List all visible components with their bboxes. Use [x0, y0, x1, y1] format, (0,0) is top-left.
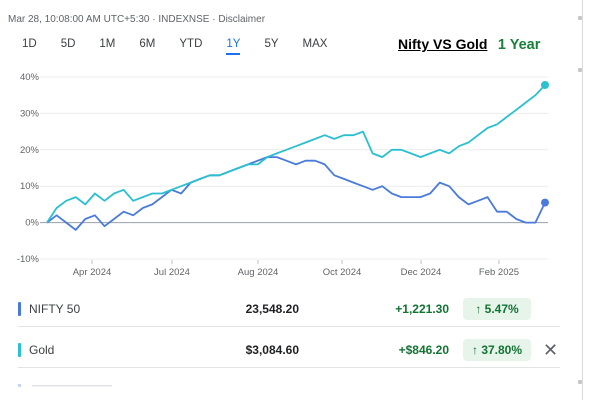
side-divider	[582, 0, 583, 400]
gold-price: $3,084.60	[245, 343, 299, 357]
y-tick-label: -10%	[17, 254, 40, 265]
tab-range-max[interactable]: MAX	[302, 38, 328, 50]
tab-range-6m[interactable]: 6M	[139, 38, 156, 50]
nifty-pct-badge: ↑ 5.47%	[463, 298, 531, 320]
y-tick-label: 20%	[20, 145, 40, 156]
tab-range-1m[interactable]: 1M	[99, 38, 116, 50]
headline-period: 1 Year	[497, 37, 541, 53]
side-marker	[578, 16, 582, 20]
y-tick-label: 40%	[20, 72, 40, 83]
nifty-pct: 5.47%	[484, 302, 519, 316]
gold-pct-badge: ↑ 37.80%	[463, 339, 531, 361]
range-tabs: 1D 5D 1M 6M YTD 1Y 5Y MAX	[22, 38, 351, 55]
headline-comparison: Nifty VS Gold	[398, 36, 488, 52]
x-tick-label: Feb 2025	[479, 267, 519, 278]
row-gold[interactable]: Gold $3,084.60 +$846.20 ↑ 37.80% ✕	[18, 333, 560, 368]
x-tick-label: Dec 2024	[401, 267, 442, 278]
chart-headline: Nifty VS Gold 1 Year	[398, 36, 540, 54]
nifty-change: +1,221.30	[395, 302, 449, 316]
y-tick-label: 10%	[20, 181, 40, 192]
comparison-chart: 40% 30% 20% 10% 0% -10% Apr 2024 Jul 2024 Aug 20…	[17, 72, 549, 278]
tab-range-1y[interactable]: 1Y	[226, 38, 241, 55]
arrow-up-icon: ↑	[475, 302, 482, 316]
side-marker	[578, 380, 582, 384]
y-tick-label: 0%	[25, 218, 39, 229]
close-icon[interactable]: ✕	[543, 340, 559, 360]
nifty-name: NIFTY 50	[29, 302, 81, 316]
series-line-nifty	[46, 156, 546, 231]
tab-range-5d[interactable]: 5D	[60, 38, 76, 50]
quote-meta: Mar 28, 10:08:00 AM UTC+5:30 · INDEXNSE …	[8, 14, 266, 25]
nifty-swatch	[18, 302, 21, 316]
series-end-point-gold	[541, 81, 549, 90]
tab-range-5y[interactable]: 5Y	[264, 38, 279, 50]
tab-range-ytd[interactable]: YTD	[179, 38, 203, 50]
x-tick-label: Apr 2024	[73, 267, 112, 278]
side-marker	[578, 68, 582, 72]
series-end-point-nifty	[541, 198, 549, 207]
x-tick-label: Oct 2024	[323, 267, 362, 278]
gold-swatch	[18, 343, 21, 357]
row-nifty[interactable]: NIFTY 50 23,548.20 +1,221.30 ↑ 5.47%	[18, 292, 560, 327]
y-tick-label: 30%	[20, 108, 40, 119]
next-row-hint	[18, 384, 112, 387]
x-tick-label: Jul 2024	[154, 267, 190, 278]
arrow-up-icon: ↑	[471, 343, 478, 357]
gold-pct: 37.80%	[481, 343, 523, 357]
gold-change: +$846.20	[398, 343, 449, 357]
x-tick-label: Aug 2024	[238, 267, 279, 278]
nifty-price: 23,548.20	[245, 302, 299, 316]
tab-range-1d[interactable]: 1D	[22, 38, 37, 50]
series-line-gold	[46, 84, 546, 224]
gold-name: Gold	[29, 343, 55, 357]
